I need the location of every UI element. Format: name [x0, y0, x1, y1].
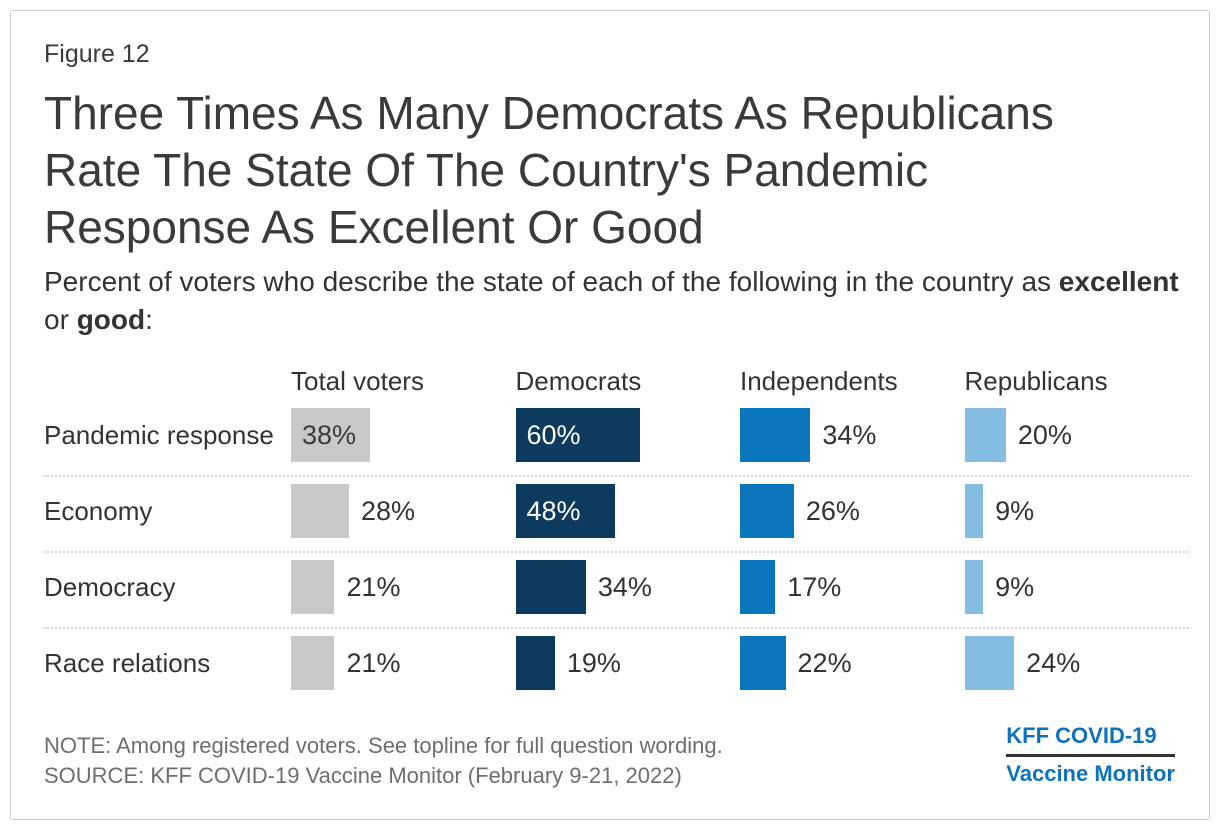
value-label-independents-pandemic-response: 34% [822, 420, 877, 450]
bar-cell-total-voters-race-relations: 21% [291, 636, 516, 712]
value-label-republicans-economy: 9% [995, 496, 1035, 526]
logo-line-1: KFF COVID-19 [1006, 723, 1175, 757]
value-label-total-voters-pandemic-response: 38% [302, 420, 357, 450]
bar-total-voters-pandemic-response: 38% [291, 408, 370, 462]
value-label-republicans-race-relations: 24% [1026, 648, 1081, 678]
value-label-total-voters-democracy: 21% [346, 572, 401, 602]
subtitle-bold-excellent: excellent [1058, 266, 1179, 297]
value-label-republicans-democracy: 9% [995, 572, 1035, 602]
value-label-independents-economy: 26% [805, 496, 860, 526]
bar-cell-democrats-democracy: 34% [515, 560, 741, 636]
footnotes: NOTE: Among registered voters. See topli… [44, 731, 804, 791]
figure-label: Figure 12 [44, 40, 150, 68]
chart-row-economy: Economy 28% 48% 26% 9% [44, 484, 1189, 560]
bar-republicans-democracy [964, 560, 984, 614]
chart: Total voters Democrats Independents Republi… [44, 365, 1189, 712]
column-header-democrats: Democrats [515, 366, 642, 396]
bar-independents-pandemic-response [740, 408, 811, 462]
bar-democrats-race-relations [515, 636, 555, 690]
header-spacer [44, 365, 291, 408]
subtitle-text-middle: or [44, 304, 77, 335]
column-header-total-voters: Total voters [291, 366, 424, 396]
value-label-democrats-race-relations: 19% [566, 648, 621, 678]
bar-cell-republicans-pandemic-response: 20% [964, 408, 1190, 484]
value-label-independents-democracy: 17% [787, 572, 842, 602]
bar-cell-democrats-pandemic-response: 60% [515, 408, 741, 484]
bar-republicans-race-relations [964, 636, 1015, 690]
value-label-democrats-economy: 48% [526, 496, 581, 526]
value-label-democrats-democracy: 34% [597, 572, 652, 602]
bar-cell-independents-economy: 26% [740, 484, 965, 560]
source-line: SOURCE: KFF COVID-19 Vaccine Monitor (Fe… [44, 763, 682, 788]
value-label-independents-race-relations: 22% [797, 648, 852, 678]
chart-header-row: Total voters Democrats Independents Republi… [44, 365, 1189, 408]
bar-cell-republicans-economy: 9% [964, 484, 1190, 560]
bar-cell-democrats-race-relations: 19% [515, 636, 741, 712]
bar-total-voters-race-relations [291, 636, 335, 690]
bar-cell-independents-pandemic-response: 34% [740, 408, 965, 484]
chart-row-pandemic-response: Pandemic response 38% 60% 34% 20% [44, 408, 1189, 484]
bar-cell-republicans-race-relations: 24% [964, 636, 1190, 712]
bar-independents-democracy [740, 560, 776, 614]
row-label-pandemic-response: Pandemic response [44, 420, 274, 450]
subtitle-text-before: Percent of voters who describe the state… [44, 266, 1059, 297]
bar-cell-democrats-economy: 48% [515, 484, 741, 560]
bar-cell-total-voters-democracy: 21% [291, 560, 516, 636]
chart-row-democracy: Democracy 21% 34% 17% 9% [44, 560, 1189, 636]
bar-total-voters-economy [291, 484, 349, 538]
value-label-democrats-pandemic-response: 60% [526, 420, 581, 450]
figure-card: Figure 12 Three Times As Many Democrats … [10, 10, 1210, 820]
bar-total-voters-democracy [291, 560, 335, 614]
bar-republicans-economy [964, 484, 984, 538]
value-label-republicans-pandemic-response: 20% [1017, 420, 1072, 450]
bar-democrats-democracy [515, 560, 586, 614]
bar-republicans-pandemic-response [964, 408, 1006, 462]
chart-subtitle: Percent of voters who describe the state… [44, 263, 1196, 339]
row-label-race-relations: Race relations [44, 648, 211, 678]
subtitle-text-after: : [145, 304, 153, 335]
column-header-independents: Independents [740, 366, 898, 396]
note-line: NOTE: Among registered voters. See topli… [44, 733, 723, 758]
bar-democrats-pandemic-response: 60% [515, 408, 640, 462]
kff-covid19-vaccine-monitor-logo: KFF COVID-19 Vaccine Monitor [1006, 723, 1175, 787]
bar-independents-economy [740, 484, 794, 538]
chart-title: Three Times As Many Democrats As Republi… [44, 87, 1054, 253]
value-label-total-voters-race-relations: 21% [346, 648, 401, 678]
bar-cell-independents-democracy: 17% [740, 560, 965, 636]
row-label-democracy: Democracy [44, 572, 176, 602]
logo-line-2: Vaccine Monitor [1006, 761, 1175, 786]
subtitle-bold-good: good [76, 304, 146, 335]
bar-cell-total-voters-economy: 28% [291, 484, 516, 560]
chart-row-race-relations: Race relations 21% 19% 22% 24% [44, 636, 1189, 712]
bar-cell-republicans-democracy: 9% [964, 560, 1190, 636]
bar-democrats-economy: 48% [515, 484, 615, 538]
row-label-economy: Economy [44, 496, 153, 526]
column-header-republicans: Republicans [964, 366, 1108, 396]
value-label-total-voters-economy: 28% [360, 496, 415, 526]
bar-cell-total-voters-pandemic-response: 38% [291, 408, 516, 484]
bar-independents-race-relations [740, 636, 786, 690]
bar-cell-independents-race-relations: 22% [740, 636, 965, 712]
